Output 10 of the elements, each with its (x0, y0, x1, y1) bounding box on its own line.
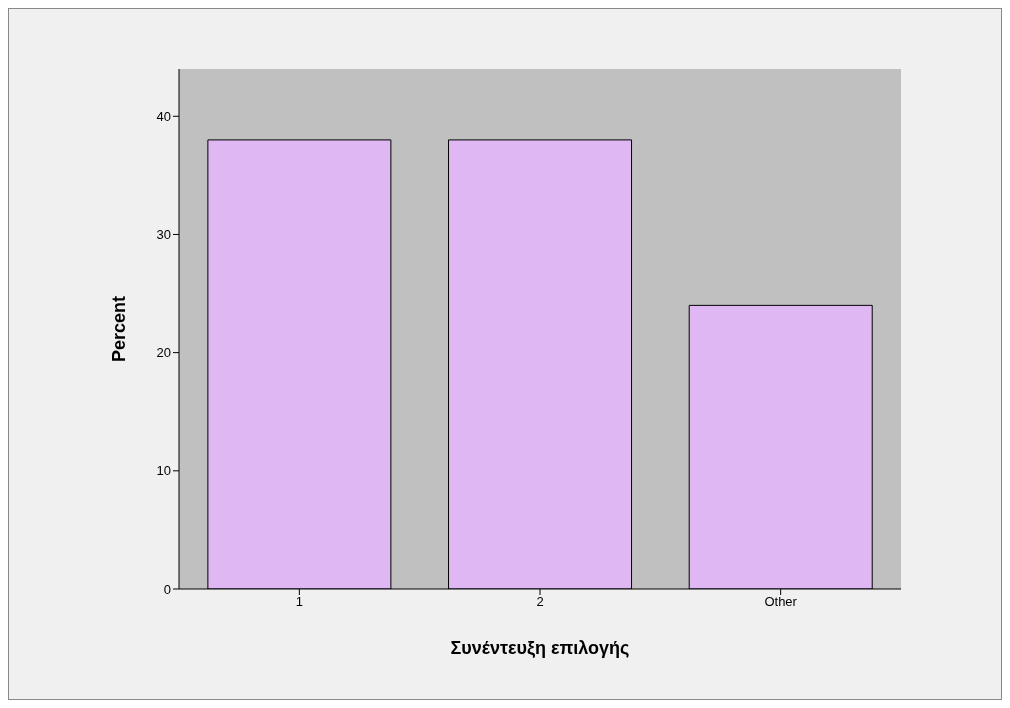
y-tick-label: 0 (163, 581, 171, 597)
y-tick-label: 20 (156, 345, 171, 361)
y-tick-label: 30 (156, 227, 171, 243)
y-tick-label: 40 (156, 108, 171, 124)
x-tick-label: 1 (295, 594, 303, 610)
y-axis-title: Percent (109, 295, 130, 363)
x-axis-title: Συνέντευξη επιλογής (450, 638, 630, 659)
x-tick-label: 2 (536, 594, 544, 610)
x-tick-label: Other (764, 594, 798, 610)
y-tick-label: 10 (156, 463, 171, 479)
